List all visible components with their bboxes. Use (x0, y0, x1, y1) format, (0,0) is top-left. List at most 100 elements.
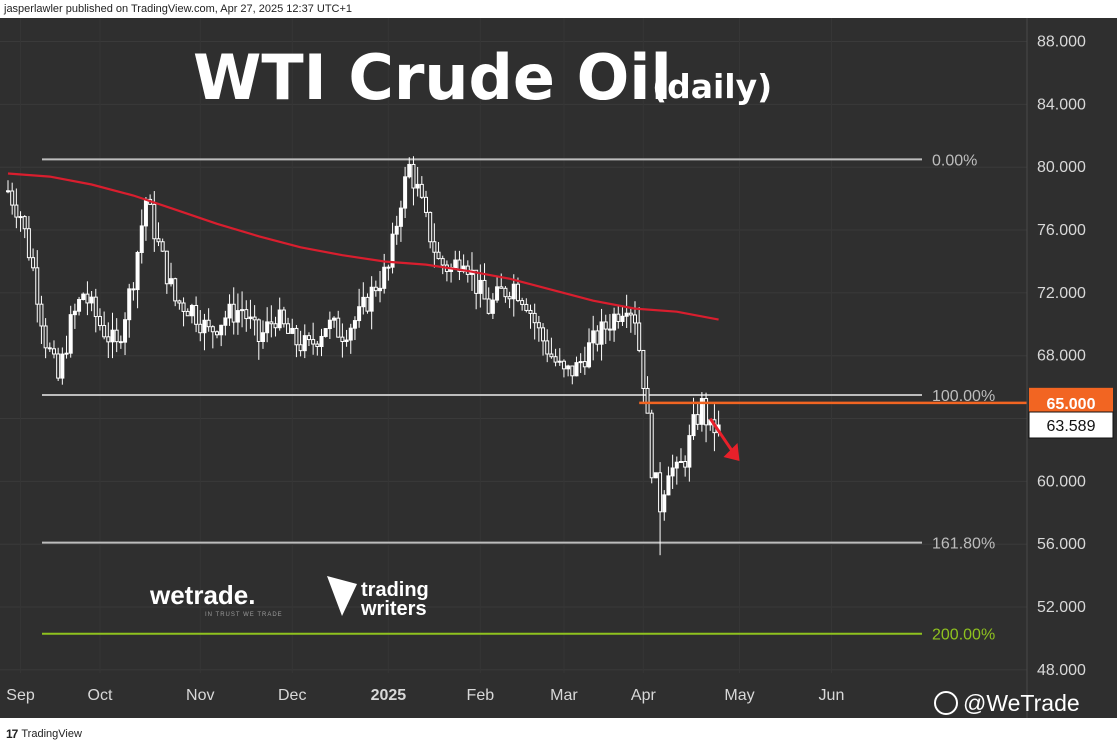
candle-body (231, 303, 236, 323)
candle-body (81, 293, 86, 301)
candle (110, 312, 115, 359)
candle (378, 271, 383, 303)
candle-body (637, 322, 642, 351)
candle-body (482, 279, 487, 300)
candle (628, 308, 633, 333)
candle-body (386, 266, 391, 269)
candle (273, 316, 278, 337)
candle-body (51, 348, 56, 355)
candle-body (93, 296, 98, 318)
fib-level-label: 100.00% (932, 388, 995, 405)
candle-body (223, 317, 228, 326)
candle (348, 323, 353, 354)
candle (373, 280, 378, 297)
candle-body (382, 266, 387, 289)
candle (202, 313, 207, 351)
candle-body (60, 353, 65, 379)
wetrade-tagline: IN TRUST WE TRADE (205, 612, 283, 618)
fib-level-label: 161.80% (932, 536, 995, 553)
candle (139, 209, 144, 264)
candle (10, 182, 15, 215)
candle-body (131, 288, 136, 291)
candle (156, 222, 161, 247)
x-tick-label: May (724, 687, 754, 704)
plot-background (0, 18, 1117, 718)
tradingview-logo[interactable]: 17 TradingView (6, 727, 82, 741)
candle-body (486, 298, 491, 314)
candle-body (545, 340, 550, 355)
candle (474, 269, 479, 310)
candle (6, 180, 10, 194)
candle (670, 454, 675, 489)
candle (235, 293, 240, 335)
candle-body (110, 329, 115, 343)
candle-body (662, 494, 667, 513)
candle-body (181, 302, 186, 312)
candle-body (553, 356, 558, 363)
candle (662, 490, 667, 521)
candle (633, 301, 637, 335)
arrow-shaft (708, 417, 735, 454)
price-chart[interactable]: 0.00% 100.00% 161.80% 200.00% 48.000 52.000 5… (0, 18, 1117, 718)
candle (587, 328, 592, 369)
candle (14, 188, 19, 229)
y-tick-label: 72.000 (1037, 285, 1086, 302)
candle (173, 277, 178, 307)
candle (56, 347, 61, 381)
candle-body (704, 398, 709, 426)
y-tick-label: 76.000 (1037, 222, 1086, 239)
candle-body (185, 310, 190, 317)
candle-body (357, 306, 362, 322)
candle-body (164, 250, 169, 285)
y-tick-label: 56.000 (1037, 536, 1086, 553)
candle-body (43, 325, 48, 349)
candle (185, 308, 190, 317)
candle (72, 303, 77, 329)
candle (336, 310, 341, 338)
candle-body (428, 211, 433, 243)
candle-body (699, 398, 704, 425)
candle-body (683, 460, 688, 468)
candle (215, 330, 219, 339)
candle-body (306, 335, 311, 341)
wetrade-logo: wetrade. IN TRUST WE TRADE (149, 580, 283, 618)
tradingview-label: TradingView (21, 728, 82, 740)
candle-body (532, 312, 537, 324)
y-tick-label: 52.000 (1037, 599, 1086, 616)
candle (265, 307, 270, 343)
candle-body (507, 296, 512, 300)
candle-body (14, 204, 19, 218)
candle (612, 307, 617, 342)
candle (649, 409, 654, 484)
candle (160, 238, 165, 252)
candle (394, 215, 399, 245)
candle (231, 287, 236, 335)
candle-body (194, 304, 199, 325)
fib-level-label: 0.00% (932, 152, 977, 169)
candle (311, 322, 316, 355)
trading-writers-logo: trading writers (327, 576, 429, 620)
candle-body (123, 319, 128, 343)
candle (624, 294, 629, 328)
candle (152, 191, 157, 252)
candle-body (127, 288, 132, 321)
x-tick-label: Oct (88, 687, 113, 704)
candle (486, 287, 491, 315)
candle-body (478, 279, 483, 294)
x-tick-label: 2025 (371, 687, 407, 704)
candle (536, 315, 541, 342)
x-tick-label: Apr (631, 687, 657, 704)
candle (561, 359, 566, 378)
candle-body (97, 316, 102, 327)
candle (415, 166, 420, 197)
candle-body (536, 322, 541, 329)
candle (428, 211, 433, 249)
candle-body (628, 312, 633, 316)
candle-body (156, 238, 161, 243)
candle-body (549, 353, 554, 358)
candle (127, 283, 132, 338)
candle (645, 376, 650, 414)
candle-body (595, 330, 600, 345)
candle-body (524, 303, 529, 311)
candle (290, 318, 295, 335)
